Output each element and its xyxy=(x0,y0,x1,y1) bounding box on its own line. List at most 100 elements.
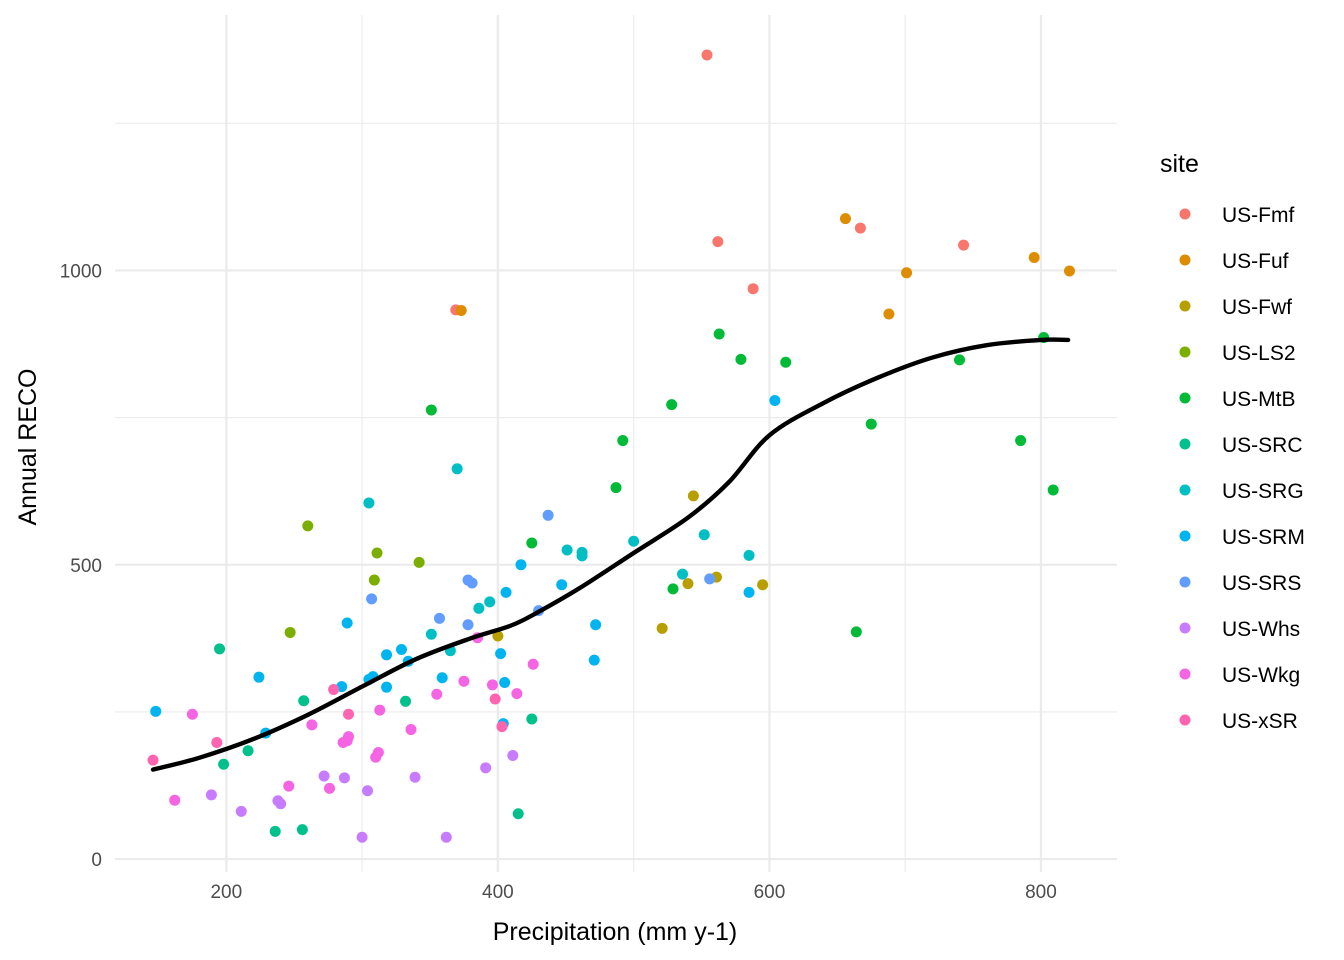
data-point xyxy=(954,354,966,366)
data-point xyxy=(451,463,463,475)
data-point xyxy=(205,789,217,801)
data-point xyxy=(704,573,716,585)
y-axis-tick-labels: 0 500 1000 xyxy=(60,261,102,871)
data-point xyxy=(147,754,159,766)
legend-label: US-SRG xyxy=(1222,480,1304,503)
data-point xyxy=(458,675,470,687)
data-point xyxy=(343,731,355,743)
data-point xyxy=(495,648,507,660)
data-point xyxy=(757,579,769,591)
major-gridlines xyxy=(115,15,1117,872)
data-point xyxy=(296,824,308,836)
data-point xyxy=(556,579,568,591)
data-point xyxy=(780,356,792,368)
data-point xyxy=(436,672,448,684)
data-point xyxy=(186,708,198,720)
data-point xyxy=(1015,435,1027,447)
data-point xyxy=(324,782,336,794)
data-point xyxy=(169,794,181,806)
data-point xyxy=(362,785,374,797)
data-point xyxy=(1028,252,1040,264)
x-tick-label: 400 xyxy=(482,882,514,903)
data-point xyxy=(381,681,393,693)
legend-label: US-Fwf xyxy=(1222,296,1292,319)
legend-label: US-xSR xyxy=(1222,710,1298,733)
data-point xyxy=(712,236,724,248)
x-tick-label: 800 xyxy=(1025,882,1057,903)
legend-label: US-Wkg xyxy=(1222,664,1300,687)
data-point xyxy=(381,649,393,661)
minor-gridlines xyxy=(115,15,1117,872)
data-point xyxy=(492,630,504,642)
data-point xyxy=(687,490,699,502)
legend-label: US-SRS xyxy=(1222,572,1301,595)
data-point xyxy=(958,239,970,251)
data-point xyxy=(480,762,492,774)
data-point xyxy=(500,586,512,598)
y-tick-label: 500 xyxy=(70,556,102,577)
y-tick-label: 1000 xyxy=(60,261,102,282)
data-point xyxy=(747,283,759,295)
data-point xyxy=(275,798,287,810)
data-point xyxy=(507,749,519,761)
legend-key xyxy=(1179,438,1191,450)
data-point xyxy=(338,772,350,784)
data-point xyxy=(666,399,678,411)
data-point xyxy=(576,550,588,562)
legend-label: US-Fmf xyxy=(1222,204,1294,227)
data-point xyxy=(425,628,437,640)
legend-label: US-SRC xyxy=(1222,434,1303,457)
legend-key xyxy=(1179,668,1191,680)
data-point xyxy=(425,404,437,416)
data-point xyxy=(284,626,296,638)
legend-title: site xyxy=(1160,150,1199,178)
data-point xyxy=(667,583,679,595)
data-point xyxy=(610,482,622,494)
data-point xyxy=(682,578,694,590)
legend-label: US-MtB xyxy=(1222,388,1296,411)
data-point xyxy=(455,304,467,316)
data-point xyxy=(302,520,314,532)
data-point xyxy=(628,535,640,547)
legend-key xyxy=(1179,392,1191,404)
data-point xyxy=(769,395,781,407)
data-point xyxy=(433,612,445,624)
data-point xyxy=(656,622,668,634)
data-points xyxy=(147,49,1075,843)
y-axis-title: Annual RECO xyxy=(14,368,42,525)
x-tick-label: 600 xyxy=(754,882,786,903)
legend-key xyxy=(1179,254,1191,266)
smooth-curve xyxy=(150,337,1071,772)
data-point xyxy=(318,770,330,782)
data-point xyxy=(511,688,523,700)
legend-label: US-Fuf xyxy=(1222,250,1289,273)
data-point xyxy=(242,745,254,757)
legend: site US-Fmf US-Fuf US-Fwf US-LS2 US-MtB US-SR… xyxy=(1160,150,1305,733)
data-point xyxy=(374,704,386,716)
legend-key xyxy=(1179,576,1191,588)
data-point xyxy=(515,559,527,571)
legend-key xyxy=(1179,484,1191,496)
x-axis-tick-labels: 200 400 600 800 xyxy=(210,882,1056,903)
data-point xyxy=(901,267,913,279)
data-point xyxy=(366,593,378,605)
data-point xyxy=(526,713,538,725)
legend-key xyxy=(1179,346,1191,358)
data-point xyxy=(371,547,383,559)
data-point xyxy=(512,808,524,820)
data-point xyxy=(328,684,340,696)
data-point xyxy=(850,626,862,638)
data-point xyxy=(590,619,602,631)
data-point xyxy=(735,353,747,365)
data-point xyxy=(298,695,310,707)
legend-key xyxy=(1179,300,1191,312)
data-point xyxy=(409,771,421,783)
data-point xyxy=(1063,265,1075,277)
data-point xyxy=(368,574,380,586)
data-point xyxy=(496,721,508,733)
data-point xyxy=(839,213,851,225)
data-point xyxy=(617,435,629,447)
y-tick-label: 0 xyxy=(91,850,102,871)
data-point xyxy=(561,544,573,556)
